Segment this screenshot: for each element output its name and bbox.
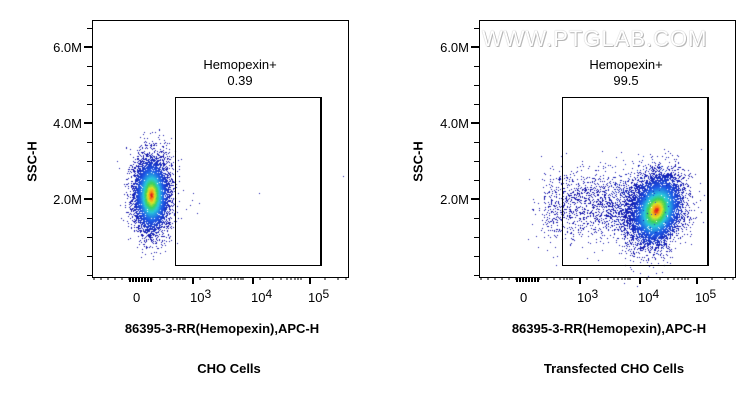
x-label-1e4: 104 xyxy=(638,287,660,305)
x-label-1e5: 105 xyxy=(695,287,717,305)
x-label-1e3: 103 xyxy=(190,287,212,305)
gate-label: Hemopexin+ xyxy=(589,57,663,72)
x-axis-title: 86395-3-RR(Hemopexin),APC-H xyxy=(511,321,707,336)
x-axis-ticks xyxy=(480,277,734,284)
x-label-zero: 0 xyxy=(133,290,141,305)
x-axis-ticks xyxy=(93,277,347,284)
scatter-dots xyxy=(378,0,756,300)
x-label-1e5: 105 xyxy=(308,287,330,305)
x-label-zero: 0 xyxy=(520,290,528,305)
x-label-1e3: 103 xyxy=(577,287,599,305)
watermark: WWW.PTGLAB.COM xyxy=(482,26,708,51)
gate-percentage: 99.5 xyxy=(613,73,639,88)
gate-label: Hemopexin+ xyxy=(203,57,277,72)
scatter-dots xyxy=(0,0,378,300)
plot-caption: CHO Cells xyxy=(197,361,261,376)
plot-panel-transfected-cho: SSC-H 6.0M 4.0M 2.0M WWW.PTGLAB.COM Hemo… xyxy=(378,0,756,408)
gate-rectangle[interactable] xyxy=(562,97,709,266)
x-label-1e4: 104 xyxy=(251,287,273,305)
gate-percentage: 0.39 xyxy=(227,73,253,88)
plot-caption: Transfected CHO Cells xyxy=(543,361,685,376)
plot-panel-cho: SSC-H 6.0M 4.0M 2.0M Hemopexin+ 0.39 0 1… xyxy=(0,0,378,376)
gate-rectangle[interactable] xyxy=(175,97,322,266)
x-axis-title: 86395-3-RR(Hemopexin),APC-H xyxy=(124,321,320,336)
